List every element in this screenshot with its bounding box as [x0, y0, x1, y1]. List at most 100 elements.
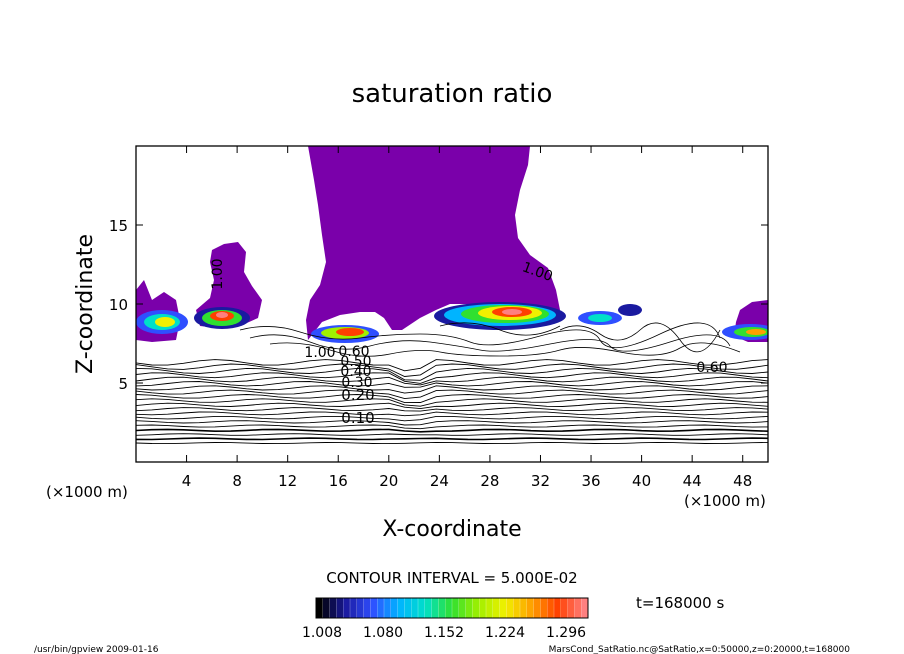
colorbar-cell [499, 598, 507, 618]
x-unit-right: (×1000 m) [684, 492, 766, 510]
contour-label: 0.10 [341, 409, 374, 427]
colorbar-cell [533, 598, 541, 618]
contour-line [136, 363, 768, 377]
x-tick-label: 40 [632, 472, 651, 490]
time-label: t=168000 s [636, 594, 724, 612]
contour-line [136, 402, 768, 410]
colorbar-cell [540, 598, 548, 618]
chart-title: saturation ratio [352, 79, 553, 109]
contour-label: 0.50 [340, 354, 371, 370]
x-tick-label: 36 [581, 472, 600, 490]
colorbar-cell [445, 598, 453, 618]
contour-interval: CONTOUR INTERVAL = 5.000E-02 [326, 569, 577, 587]
contour-line [136, 411, 768, 417]
y-axis-label: Z-coordinate [73, 234, 98, 374]
colorbar-cell [370, 598, 378, 618]
colored-cells [136, 302, 768, 343]
supersaturated-region [306, 146, 560, 340]
colorbar-cell [567, 598, 575, 618]
colorbar-cell [560, 598, 569, 618]
colorbar-cell [506, 598, 514, 618]
y-tick-label: 5 [118, 375, 128, 393]
contour-label: 0.60 [338, 344, 369, 360]
colorbar-cell [547, 598, 555, 618]
contour-label: 0.40 [340, 364, 371, 380]
colorbar-cell [486, 598, 494, 618]
colorbar-cell [581, 598, 589, 618]
colorbar-labels: 1.008 1.080 1.152 1.224 1.296 [302, 625, 586, 641]
contour-line [136, 420, 768, 426]
contour-line [136, 372, 768, 384]
contour-label: 0.30 [341, 375, 372, 391]
turbulent-contours [239, 322, 741, 357]
colorbar-cell [472, 598, 480, 618]
contour-label: 1.00 [304, 345, 335, 361]
contour-line [136, 385, 768, 394]
colorbar-cell [322, 598, 331, 618]
contour-line [136, 394, 768, 404]
contour-line [136, 433, 768, 436]
colorbar-cell [574, 598, 582, 618]
x-tick-label: 28 [480, 472, 499, 490]
colorbar-cell [384, 598, 392, 618]
x-tick-label: 20 [379, 472, 398, 490]
x-axis: 4 8 12 16 20 24 28 32 36 40 44 48 [182, 146, 752, 490]
colorbar-cell [479, 598, 487, 618]
colorbar [315, 598, 589, 618]
colorbar-tick-label: 1.224 [485, 625, 525, 641]
contour-line [136, 381, 768, 388]
colorbar-cell [458, 598, 467, 618]
colorbar-cell [343, 598, 351, 618]
x-tick-label: 32 [531, 472, 550, 490]
colorbar-cell [363, 598, 371, 618]
contour-line [136, 428, 768, 433]
colorbar-cell [316, 598, 324, 618]
colorbar-frame [315, 597, 589, 619]
colorbar-cell [526, 598, 535, 618]
colorbar-cell [397, 598, 405, 618]
x-unit-left: (×1000 m) [46, 483, 128, 501]
colorbar-tick-label: 1.152 [424, 625, 464, 641]
x-tick-label: 4 [182, 472, 192, 490]
contour-label: 0.60 [696, 360, 727, 376]
colorbar-cell [554, 598, 562, 618]
contour-line [136, 376, 768, 386]
y-tick-label: 10 [109, 296, 128, 314]
contour-line [136, 441, 768, 445]
x-tick-label: 16 [329, 472, 348, 490]
contour-line [136, 367, 768, 381]
line-contours [136, 359, 768, 445]
x-tick-label: 44 [683, 472, 702, 490]
footer-left: /usr/bin/gpview 2009-01-16 [34, 645, 159, 654]
colorbar-cell [438, 598, 446, 618]
colorbar-cell [452, 598, 460, 618]
colorbar-cell [377, 598, 385, 618]
x-tick-label: 48 [733, 472, 752, 490]
contour-label: 1.00 [210, 258, 226, 289]
colorbar-tick-label: 1.008 [302, 625, 342, 641]
footer-right: MarsCond_SatRatio.nc@SatRatio,x=0:50000,… [549, 645, 851, 654]
x-axis-label: X-coordinate [382, 517, 521, 542]
colorbar-tick-label: 1.080 [363, 625, 403, 641]
colorbar-cell [329, 598, 337, 618]
contour-line [136, 437, 768, 441]
colorbar-cell [424, 598, 433, 618]
colorbar-cell [431, 598, 439, 618]
colorbar-cell [418, 598, 426, 618]
contour-line [136, 407, 768, 412]
y-axis: 5 10 15 [109, 217, 768, 393]
contour-line [136, 359, 768, 372]
contour-labels: 0.10 0.20 0.30 0.40 0.50 0.60 1.00 1.00 … [210, 258, 728, 427]
colorbar-cell [492, 598, 501, 618]
y-tick-label: 15 [109, 217, 128, 235]
colorbar-cell [411, 598, 419, 618]
x-tick-label: 12 [278, 472, 297, 490]
colorbar-cell [520, 598, 528, 618]
x-tick-label: 24 [430, 472, 449, 490]
contour-line [136, 415, 768, 422]
colorbar-cell [356, 598, 365, 618]
contour-label: 0.20 [341, 386, 374, 404]
contour-line [136, 424, 768, 430]
contour-line [136, 389, 768, 400]
